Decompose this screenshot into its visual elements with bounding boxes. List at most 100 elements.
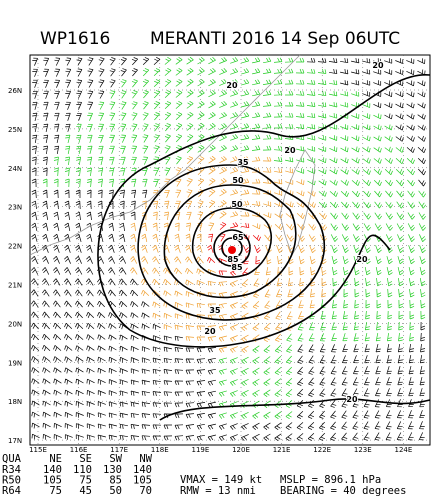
wind-barb (175, 189, 182, 198)
wind-barb (230, 68, 239, 75)
wind-barb (252, 90, 261, 97)
wind-barb (65, 68, 72, 77)
wind-barb (251, 145, 261, 151)
wind-barb (420, 299, 426, 309)
wind-barb (42, 233, 49, 242)
wind-barb (130, 244, 137, 253)
wind-barb (108, 334, 117, 341)
wind-barb (75, 167, 81, 177)
wind-barb (53, 389, 62, 396)
wind-barb (75, 278, 83, 286)
wind-barb (406, 146, 415, 153)
wind-barb (284, 57, 294, 63)
wind-barb (42, 244, 49, 253)
wind-barb (298, 256, 305, 265)
wind-barb (75, 434, 84, 440)
wind-barb (197, 101, 205, 109)
wind-barb (330, 399, 337, 408)
wind-barb (277, 255, 283, 265)
wind-barb (75, 345, 84, 352)
wind-barb (31, 345, 40, 352)
wind-barb (385, 212, 393, 220)
wind-barb (152, 301, 161, 308)
contour-label: 85 (227, 255, 239, 264)
wind-barb (318, 432, 326, 441)
wind-barb (364, 377, 370, 386)
wind-barb (374, 223, 382, 231)
wind-barb (152, 424, 162, 430)
wind-barb (109, 112, 116, 121)
wind-barb (109, 90, 116, 99)
wind-barb (152, 222, 158, 232)
wind-barb (286, 355, 293, 364)
wind-barb (42, 433, 51, 440)
wind-barb (173, 267, 182, 275)
wind-barb (108, 323, 117, 330)
wind-barb (409, 321, 415, 331)
wind-barb (397, 344, 403, 353)
wind-barb (286, 333, 293, 342)
wind-barb (307, 113, 316, 119)
wind-barb (131, 112, 138, 121)
wind-barb (76, 68, 83, 77)
wind-barb (75, 233, 82, 242)
wind-barb (241, 389, 249, 397)
rmw: RMW = 13 nmi (180, 485, 256, 497)
wind-barb (186, 56, 194, 65)
wind-barb (208, 222, 215, 231)
wind-barb (118, 267, 127, 275)
wind-barb (42, 389, 51, 396)
wind-barb (219, 101, 227, 108)
wind-barb (164, 101, 172, 110)
wind-barb (42, 300, 50, 308)
table-cell: 105 (43, 475, 62, 487)
wind-barb (97, 401, 106, 407)
contour-label: 20 (226, 81, 238, 90)
wind-barb (418, 190, 426, 198)
wind-barb (43, 134, 49, 143)
wind-barb (108, 222, 114, 231)
wind-barb (142, 112, 149, 121)
wind-barb (230, 211, 239, 218)
wind-barb (163, 346, 172, 352)
wind-barb (285, 146, 294, 152)
wind-barb (263, 378, 271, 386)
wind-barb (342, 333, 348, 342)
wind-barb (152, 312, 161, 319)
wind-barb (42, 256, 49, 264)
wind-barb (274, 123, 283, 129)
wind-barb (397, 377, 403, 386)
wind-barb (395, 157, 404, 164)
wind-barb (297, 322, 304, 331)
wind-barb (384, 124, 393, 131)
wind-barb (385, 201, 393, 209)
wind-barb (163, 424, 172, 430)
wind-barb (241, 112, 250, 119)
wind-barb (76, 57, 83, 66)
wind-barb (186, 134, 194, 142)
wind-barb (42, 156, 48, 166)
wind-barb (218, 281, 228, 287)
wind-barb (297, 355, 304, 364)
wind-barb (219, 90, 227, 97)
wind-barb (64, 267, 72, 275)
contour-label: 65 (232, 233, 244, 242)
wind-barb (98, 145, 104, 154)
wind-barb (406, 69, 415, 76)
wind-barb (131, 57, 138, 66)
wind-barb (119, 423, 128, 429)
contour-label: 20 (284, 146, 296, 155)
wind-barb (32, 68, 38, 77)
wind-barb (252, 422, 260, 430)
wind-barb (328, 57, 338, 63)
wind-barb (64, 278, 72, 286)
wind-barb (384, 135, 393, 142)
table-cell: 45 (79, 485, 92, 497)
wind-barb (87, 79, 94, 88)
wind-barb (174, 358, 184, 363)
wind-barb (86, 300, 94, 308)
wind-barb (87, 156, 93, 165)
wind-barb (263, 322, 271, 331)
wind-barb (175, 134, 183, 143)
